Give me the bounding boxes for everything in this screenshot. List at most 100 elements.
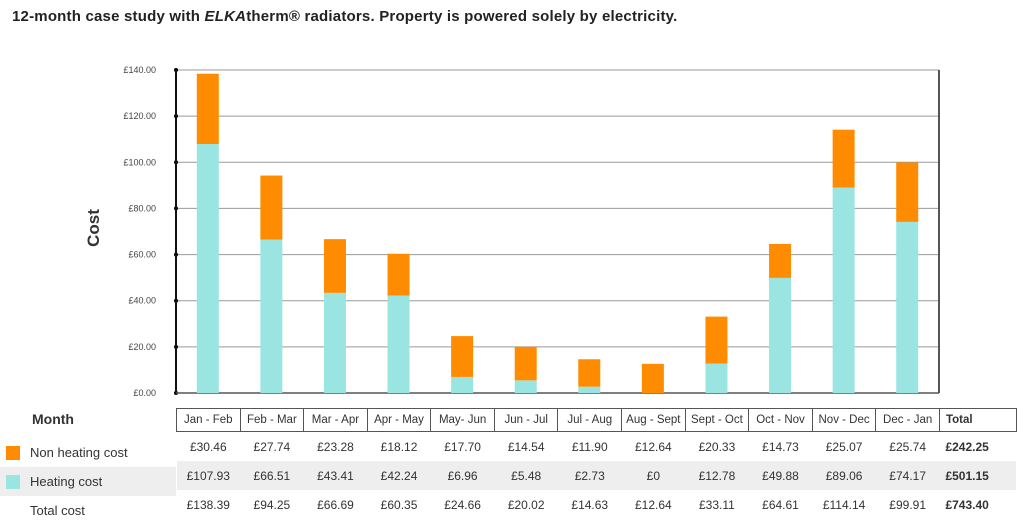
value-cell: £64.61 <box>762 497 799 512</box>
row-label-text: Heating cost <box>30 474 103 489</box>
title-brand: ELKA <box>204 8 247 25</box>
month-header-cell: Jan - Feb <box>176 408 241 432</box>
row-total-cell: £242.25 <box>945 439 989 454</box>
month-header-cell: Oct - Nov <box>748 408 813 432</box>
chart-title: 12-month case study with ELKAtherm® radi… <box>12 8 677 25</box>
value-cell: £114.14 <box>822 497 866 512</box>
value-cell: £27.74 <box>253 439 291 454</box>
bar-non-heating <box>896 162 919 222</box>
value-cell: £12.78 <box>685 461 749 490</box>
value-cell: £23.28 <box>317 439 354 454</box>
value-cell: £49.88 <box>748 461 813 490</box>
bar-non-heating <box>769 243 792 278</box>
month-header-cell: Mar - Apr <box>303 408 368 432</box>
row-label: Total cost <box>0 496 176 525</box>
y-tick-label: £60.00 <box>128 250 156 260</box>
y-tick-label: £140.00 <box>123 65 156 75</box>
bar-heating <box>578 386 601 393</box>
value-cell: £17.70 <box>444 439 481 454</box>
value-cell: £14.63 <box>571 497 609 512</box>
bar-heating <box>196 143 219 393</box>
bar-heating <box>451 376 474 393</box>
value-cell: £11.90 <box>571 439 608 454</box>
value-cell: £25.07 <box>825 439 863 454</box>
value-cell: £25.74 <box>889 439 926 454</box>
bar-heating <box>769 277 792 393</box>
row-total-cell: £501.15 <box>939 461 1017 490</box>
bar-heating <box>514 380 537 393</box>
row-total-cell: £743.40 <box>945 497 989 512</box>
bar-heating <box>705 363 728 393</box>
table-row: £107.93 £66.51 £43.41 £42.24 £6.96 £5.48 £2.73… <box>176 461 1017 490</box>
bar-non-heating <box>705 316 728 364</box>
month-header-cell: Nov - Dec <box>811 408 877 432</box>
value-cell: £30.46 <box>189 439 227 454</box>
stacked-bar-chart: £0.00 £20.00 £40.00 £60.00 £80.00 £100.00 £120… <box>84 65 940 398</box>
bar-heating <box>387 295 410 393</box>
value-cell: £66.51 <box>240 461 304 490</box>
value-cell: £74.17 <box>875 461 940 490</box>
table-row: £30.46 £27.74 £23.28 £18.12 £17.70 £14.54 £11.… <box>177 432 1017 462</box>
month-header-cell: Aug - Sept <box>621 408 686 432</box>
bar-non-heating <box>451 336 474 377</box>
value-cell: £20.02 <box>507 497 545 512</box>
value-cell: £0 <box>621 461 686 490</box>
bar-heating <box>323 292 346 393</box>
value-cell: £43.41 <box>303 461 368 490</box>
value-cell: £2.73 <box>557 461 622 490</box>
month-header-cell: Apr - May <box>366 408 432 432</box>
bar-non-heating <box>323 239 346 293</box>
bar-non-heating <box>641 363 664 393</box>
table-row: £138.39 £94.25 £66.69 £60.35 £24.66 £20.02 £14… <box>177 490 1017 519</box>
month-header-cell: Jul - Aug <box>557 408 623 432</box>
row-labels: Non heating cost Heating cost Total cost <box>0 438 176 525</box>
y-tick-label: £100.00 <box>123 157 156 167</box>
value-cell: £24.66 <box>444 497 481 512</box>
bar-non-heating <box>832 129 855 188</box>
row-label: Heating cost <box>0 467 176 496</box>
data-table: Jan - Feb Feb - Mar Mar - Apr Apr - May May-… <box>176 408 1017 519</box>
bar-non-heating <box>196 73 219 144</box>
row-label-text: Total cost <box>30 503 85 518</box>
month-header: Month <box>32 411 74 427</box>
value-cell: £18.12 <box>380 439 418 454</box>
bar-non-heating <box>578 359 601 387</box>
bar-heating <box>832 187 855 393</box>
y-tick-label: £40.00 <box>128 296 156 306</box>
total-header-cell: Total <box>938 408 1017 432</box>
bar-non-heating <box>387 253 410 296</box>
value-cell: £42.24 <box>367 461 431 490</box>
row-label-text: Non heating cost <box>30 445 128 460</box>
month-header-cell: Sept - Oct <box>684 408 750 432</box>
value-cell: £99.91 <box>889 497 926 512</box>
y-axis-label: Cost <box>84 209 103 247</box>
bar-heating <box>260 239 283 393</box>
title-rest: therm® radiators. Property is powered so… <box>246 8 678 25</box>
value-cell: £94.25 <box>253 497 291 512</box>
value-cell: £12.64 <box>634 497 672 512</box>
row-label: Non heating cost <box>0 438 176 467</box>
heating-swatch <box>6 474 20 489</box>
value-cell: £14.54 <box>507 439 545 454</box>
y-tick-label: £20.00 <box>128 342 156 352</box>
value-cell: £6.96 <box>430 461 495 490</box>
value-cell: £60.35 <box>380 497 418 512</box>
value-cell: £107.93 <box>176 461 241 490</box>
y-tick-label: £0.00 <box>133 388 156 398</box>
bar-layer <box>196 73 919 393</box>
value-cell: £20.33 <box>698 439 736 454</box>
y-tick-label: £80.00 <box>128 203 156 213</box>
non-heating-swatch <box>6 445 20 460</box>
grid-layer: £0.00 £20.00 £40.00 £60.00 £80.00 £100.00 £120… <box>123 65 940 398</box>
value-cell: £5.48 <box>494 461 558 490</box>
month-header-cell: Feb - Mar <box>239 408 305 432</box>
value-cell: £12.64 <box>634 439 672 454</box>
table-header-row: Jan - Feb Feb - Mar Mar - Apr Apr - May May-… <box>176 408 1017 432</box>
bar-heating <box>896 221 919 393</box>
y-tick-label: £120.00 <box>123 111 156 121</box>
value-cell: £66.69 <box>317 497 354 512</box>
title-prefix: 12-month case study with <box>12 8 205 25</box>
value-cell: £14.73 <box>762 439 799 454</box>
month-header-cell: Jun - Jul <box>493 408 559 432</box>
bar-non-heating <box>514 346 537 381</box>
